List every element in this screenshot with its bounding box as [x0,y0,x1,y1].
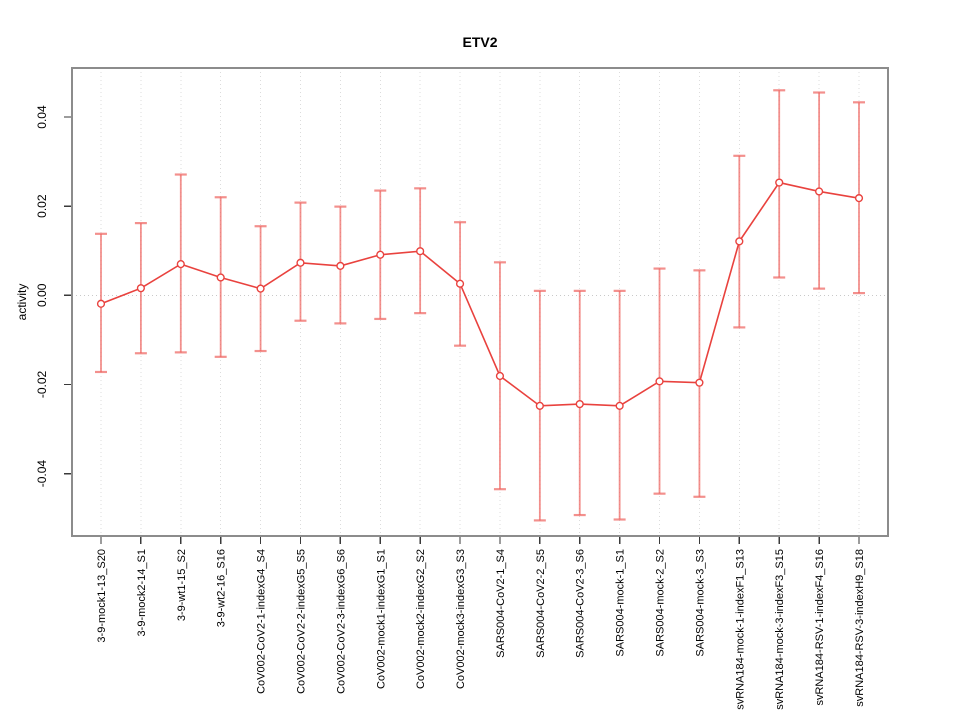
x-tick-label: svRNA184-RSV-3-indexH9_S18 [854,549,866,707]
x-tick-label: CoV002-mock2-indexG2_S2 [415,549,427,689]
data-point [495,371,505,381]
x-tick-label: 3-9-wt1-15_S2 [176,549,188,621]
x-tick-label: SARS004-mock-1_S1 [615,549,627,657]
x-tick-label: svRNA184-mock-3-indexF3_S15 [774,549,786,710]
y-tick-label: -0.04 [35,460,49,488]
x-tick-label: SARS004-CoV2-3_S6 [575,549,587,658]
x-tick-label: CoV002-mock1-indexG1_S1 [375,549,387,689]
data-point [735,237,744,246]
x-tick-label: CoV002-mock3-indexG3_S3 [455,549,467,689]
x-tick-label: SARS004-mock-2_S2 [655,549,667,657]
data-point [416,247,425,256]
y-tick-label: 0.00 [35,283,49,307]
data-point [695,378,704,387]
x-tick-label: SARS004-CoV2-1_S4 [495,549,507,658]
data-point [655,377,664,386]
y-tick-label: 0.02 [35,194,49,218]
data-point [256,284,265,293]
x-tick-label: CoV002-CoV2-1-indexG4_S4 [256,549,268,694]
data-point [775,178,784,187]
data-point [615,401,624,410]
data-point [535,401,544,410]
x-tick-label: svRNA184-RSV-1-indexF4_S16 [814,549,826,706]
x-tick-label: 3-9-wt2-16_S16 [216,549,228,627]
x-tick-label: svRNA184-mock-1-indexF1_S13 [734,549,746,710]
data-line [100,181,860,407]
data-point [336,261,345,270]
x-tick-label: CoV002-CoV2-2-indexG5_S5 [295,549,307,694]
data-point [455,279,465,288]
x-tick-label: 3-9-mock2-14_S1 [136,549,148,636]
data-point [575,399,584,409]
x-tick-label: 3-9-mock1-13_S20 [96,549,108,643]
data-point [216,273,225,282]
data-point [854,194,864,203]
y-tick-label: -0.02 [35,370,49,398]
data-point [815,187,824,196]
data-point [296,258,305,267]
x-tick-label: SARS004-mock-3_S3 [694,549,706,657]
plot-frame [71,67,889,537]
data-point [376,250,385,259]
x-tick-label: SARS004-CoV2-2_S5 [535,549,547,658]
chart-title: ETV2 [462,34,498,50]
data-point [96,299,106,308]
data-point [136,284,145,293]
x-tick-label: CoV002-CoV2-3-indexG6_S6 [335,549,347,694]
data-point [176,260,185,269]
y-tick-label: 0.04 [35,105,49,129]
